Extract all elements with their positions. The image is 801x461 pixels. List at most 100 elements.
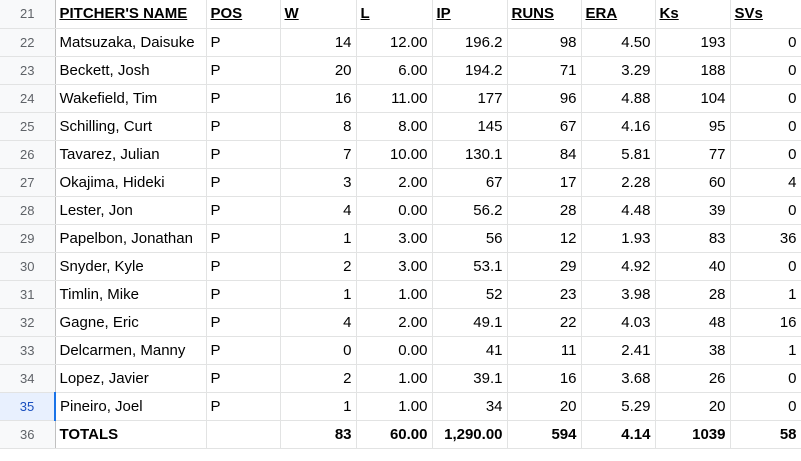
cell-ip[interactable]: 130.1 bbox=[432, 140, 508, 169]
cell-era[interactable]: 1.93 bbox=[581, 224, 656, 253]
cell-pos[interactable]: P bbox=[206, 168, 281, 197]
row-header[interactable]: 32 bbox=[0, 308, 56, 337]
cell-l[interactable]: 3.00 bbox=[356, 252, 433, 281]
cell-l[interactable]: 2.00 bbox=[356, 168, 433, 197]
cell-name[interactable]: Wakefield, Tim bbox=[55, 84, 207, 113]
cell-runs[interactable]: 29 bbox=[507, 252, 582, 281]
cell-era[interactable]: 4.16 bbox=[581, 112, 656, 141]
cell-w[interactable]: 0 bbox=[280, 336, 357, 365]
totals-cell-w[interactable]: 83 bbox=[280, 420, 357, 449]
cell-ks[interactable]: 39 bbox=[655, 196, 731, 225]
row-header[interactable]: 28 bbox=[0, 196, 56, 225]
cell-ip[interactable]: 39.1 bbox=[432, 364, 508, 393]
row-header[interactable]: 33 bbox=[0, 336, 56, 365]
cell-ks[interactable]: 188 bbox=[655, 56, 731, 85]
cell-era[interactable]: 5.29 bbox=[581, 392, 656, 421]
cell-svs[interactable]: 4 bbox=[730, 168, 801, 197]
row-header[interactable]: 27 bbox=[0, 168, 56, 197]
cell-era[interactable]: 4.88 bbox=[581, 84, 656, 113]
totals-cell-runs[interactable]: 594 bbox=[507, 420, 582, 449]
cell-ip[interactable]: 177 bbox=[432, 84, 508, 113]
cell-ip[interactable]: 56 bbox=[432, 224, 508, 253]
column-header-l[interactable]: L bbox=[356, 0, 433, 29]
cell-name[interactable]: Schilling, Curt bbox=[55, 112, 207, 141]
cell-l[interactable]: 8.00 bbox=[356, 112, 433, 141]
column-header-era[interactable]: ERA bbox=[581, 0, 656, 29]
cell-ks[interactable]: 26 bbox=[655, 364, 731, 393]
totals-cell-ks[interactable]: 1039 bbox=[655, 420, 731, 449]
totals-cell-svs[interactable]: 58 bbox=[730, 420, 801, 449]
cell-svs[interactable]: 36 bbox=[730, 224, 801, 253]
cell-l[interactable]: 1.00 bbox=[356, 364, 433, 393]
cell-ip[interactable]: 56.2 bbox=[432, 196, 508, 225]
row-header[interactable]: 26 bbox=[0, 140, 56, 169]
cell-runs[interactable]: 12 bbox=[507, 224, 582, 253]
cell-era[interactable]: 4.03 bbox=[581, 308, 656, 337]
cell-l[interactable]: 0.00 bbox=[356, 336, 433, 365]
cell-runs[interactable]: 28 bbox=[507, 196, 582, 225]
cell-l[interactable]: 3.00 bbox=[356, 224, 433, 253]
totals-cell-l[interactable]: 60.00 bbox=[356, 420, 433, 449]
row-header[interactable]: 21 bbox=[0, 0, 56, 29]
cell-svs[interactable]: 0 bbox=[730, 84, 801, 113]
totals-cell-pos[interactable] bbox=[206, 420, 281, 449]
cell-name[interactable]: Pineiro, Joel bbox=[55, 392, 207, 421]
cell-name[interactable]: Snyder, Kyle bbox=[55, 252, 207, 281]
cell-ks[interactable]: 104 bbox=[655, 84, 731, 113]
cell-svs[interactable]: 1 bbox=[730, 336, 801, 365]
row-header[interactable]: 24 bbox=[0, 84, 56, 113]
cell-ip[interactable]: 41 bbox=[432, 336, 508, 365]
cell-l[interactable]: 11.00 bbox=[356, 84, 433, 113]
cell-pos[interactable]: P bbox=[206, 280, 281, 309]
cell-pos[interactable]: P bbox=[206, 392, 281, 421]
cell-svs[interactable]: 0 bbox=[730, 112, 801, 141]
row-header[interactable]: 23 bbox=[0, 56, 56, 85]
row-header[interactable]: 35 bbox=[0, 392, 56, 421]
cell-pos[interactable]: P bbox=[206, 56, 281, 85]
cell-name[interactable]: Delcarmen, Manny bbox=[55, 336, 207, 365]
cell-w[interactable]: 14 bbox=[280, 28, 357, 57]
cell-runs[interactable]: 67 bbox=[507, 112, 582, 141]
cell-pos[interactable]: P bbox=[206, 308, 281, 337]
cell-pos[interactable]: P bbox=[206, 252, 281, 281]
cell-w[interactable]: 1 bbox=[280, 392, 357, 421]
cell-svs[interactable]: 0 bbox=[730, 392, 801, 421]
cell-svs[interactable]: 0 bbox=[730, 28, 801, 57]
cell-ks[interactable]: 28 bbox=[655, 280, 731, 309]
cell-ks[interactable]: 40 bbox=[655, 252, 731, 281]
cell-w[interactable]: 1 bbox=[280, 280, 357, 309]
cell-l[interactable]: 0.00 bbox=[356, 196, 433, 225]
column-header-ks[interactable]: Ks bbox=[655, 0, 731, 29]
cell-pos[interactable]: P bbox=[206, 84, 281, 113]
cell-era[interactable]: 4.48 bbox=[581, 196, 656, 225]
cell-ip[interactable]: 52 bbox=[432, 280, 508, 309]
cell-ks[interactable]: 193 bbox=[655, 28, 731, 57]
cell-name[interactable]: Okajima, Hideki bbox=[55, 168, 207, 197]
cell-w[interactable]: 4 bbox=[280, 308, 357, 337]
cell-svs[interactable]: 1 bbox=[730, 280, 801, 309]
cell-ks[interactable]: 95 bbox=[655, 112, 731, 141]
cell-pos[interactable]: P bbox=[206, 28, 281, 57]
cell-w[interactable]: 3 bbox=[280, 168, 357, 197]
cell-pos[interactable]: P bbox=[206, 140, 281, 169]
cell-ip[interactable]: 194.2 bbox=[432, 56, 508, 85]
cell-era[interactable]: 5.81 bbox=[581, 140, 656, 169]
totals-cell-era[interactable]: 4.14 bbox=[581, 420, 656, 449]
cell-runs[interactable]: 84 bbox=[507, 140, 582, 169]
cell-ip[interactable]: 53.1 bbox=[432, 252, 508, 281]
cell-w[interactable]: 20 bbox=[280, 56, 357, 85]
cell-ip[interactable]: 145 bbox=[432, 112, 508, 141]
column-header-svs[interactable]: SVs bbox=[730, 0, 801, 29]
cell-runs[interactable]: 98 bbox=[507, 28, 582, 57]
totals-cell-label[interactable]: TOTALS bbox=[55, 420, 207, 449]
cell-runs[interactable]: 96 bbox=[507, 84, 582, 113]
cell-era[interactable]: 2.28 bbox=[581, 168, 656, 197]
cell-svs[interactable]: 0 bbox=[730, 56, 801, 85]
cell-w[interactable]: 8 bbox=[280, 112, 357, 141]
cell-runs[interactable]: 22 bbox=[507, 308, 582, 337]
cell-pos[interactable]: P bbox=[206, 196, 281, 225]
column-header-w[interactable]: W bbox=[280, 0, 357, 29]
cell-era[interactable]: 4.50 bbox=[581, 28, 656, 57]
cell-name[interactable]: Beckett, Josh bbox=[55, 56, 207, 85]
cell-pos[interactable]: P bbox=[206, 112, 281, 141]
